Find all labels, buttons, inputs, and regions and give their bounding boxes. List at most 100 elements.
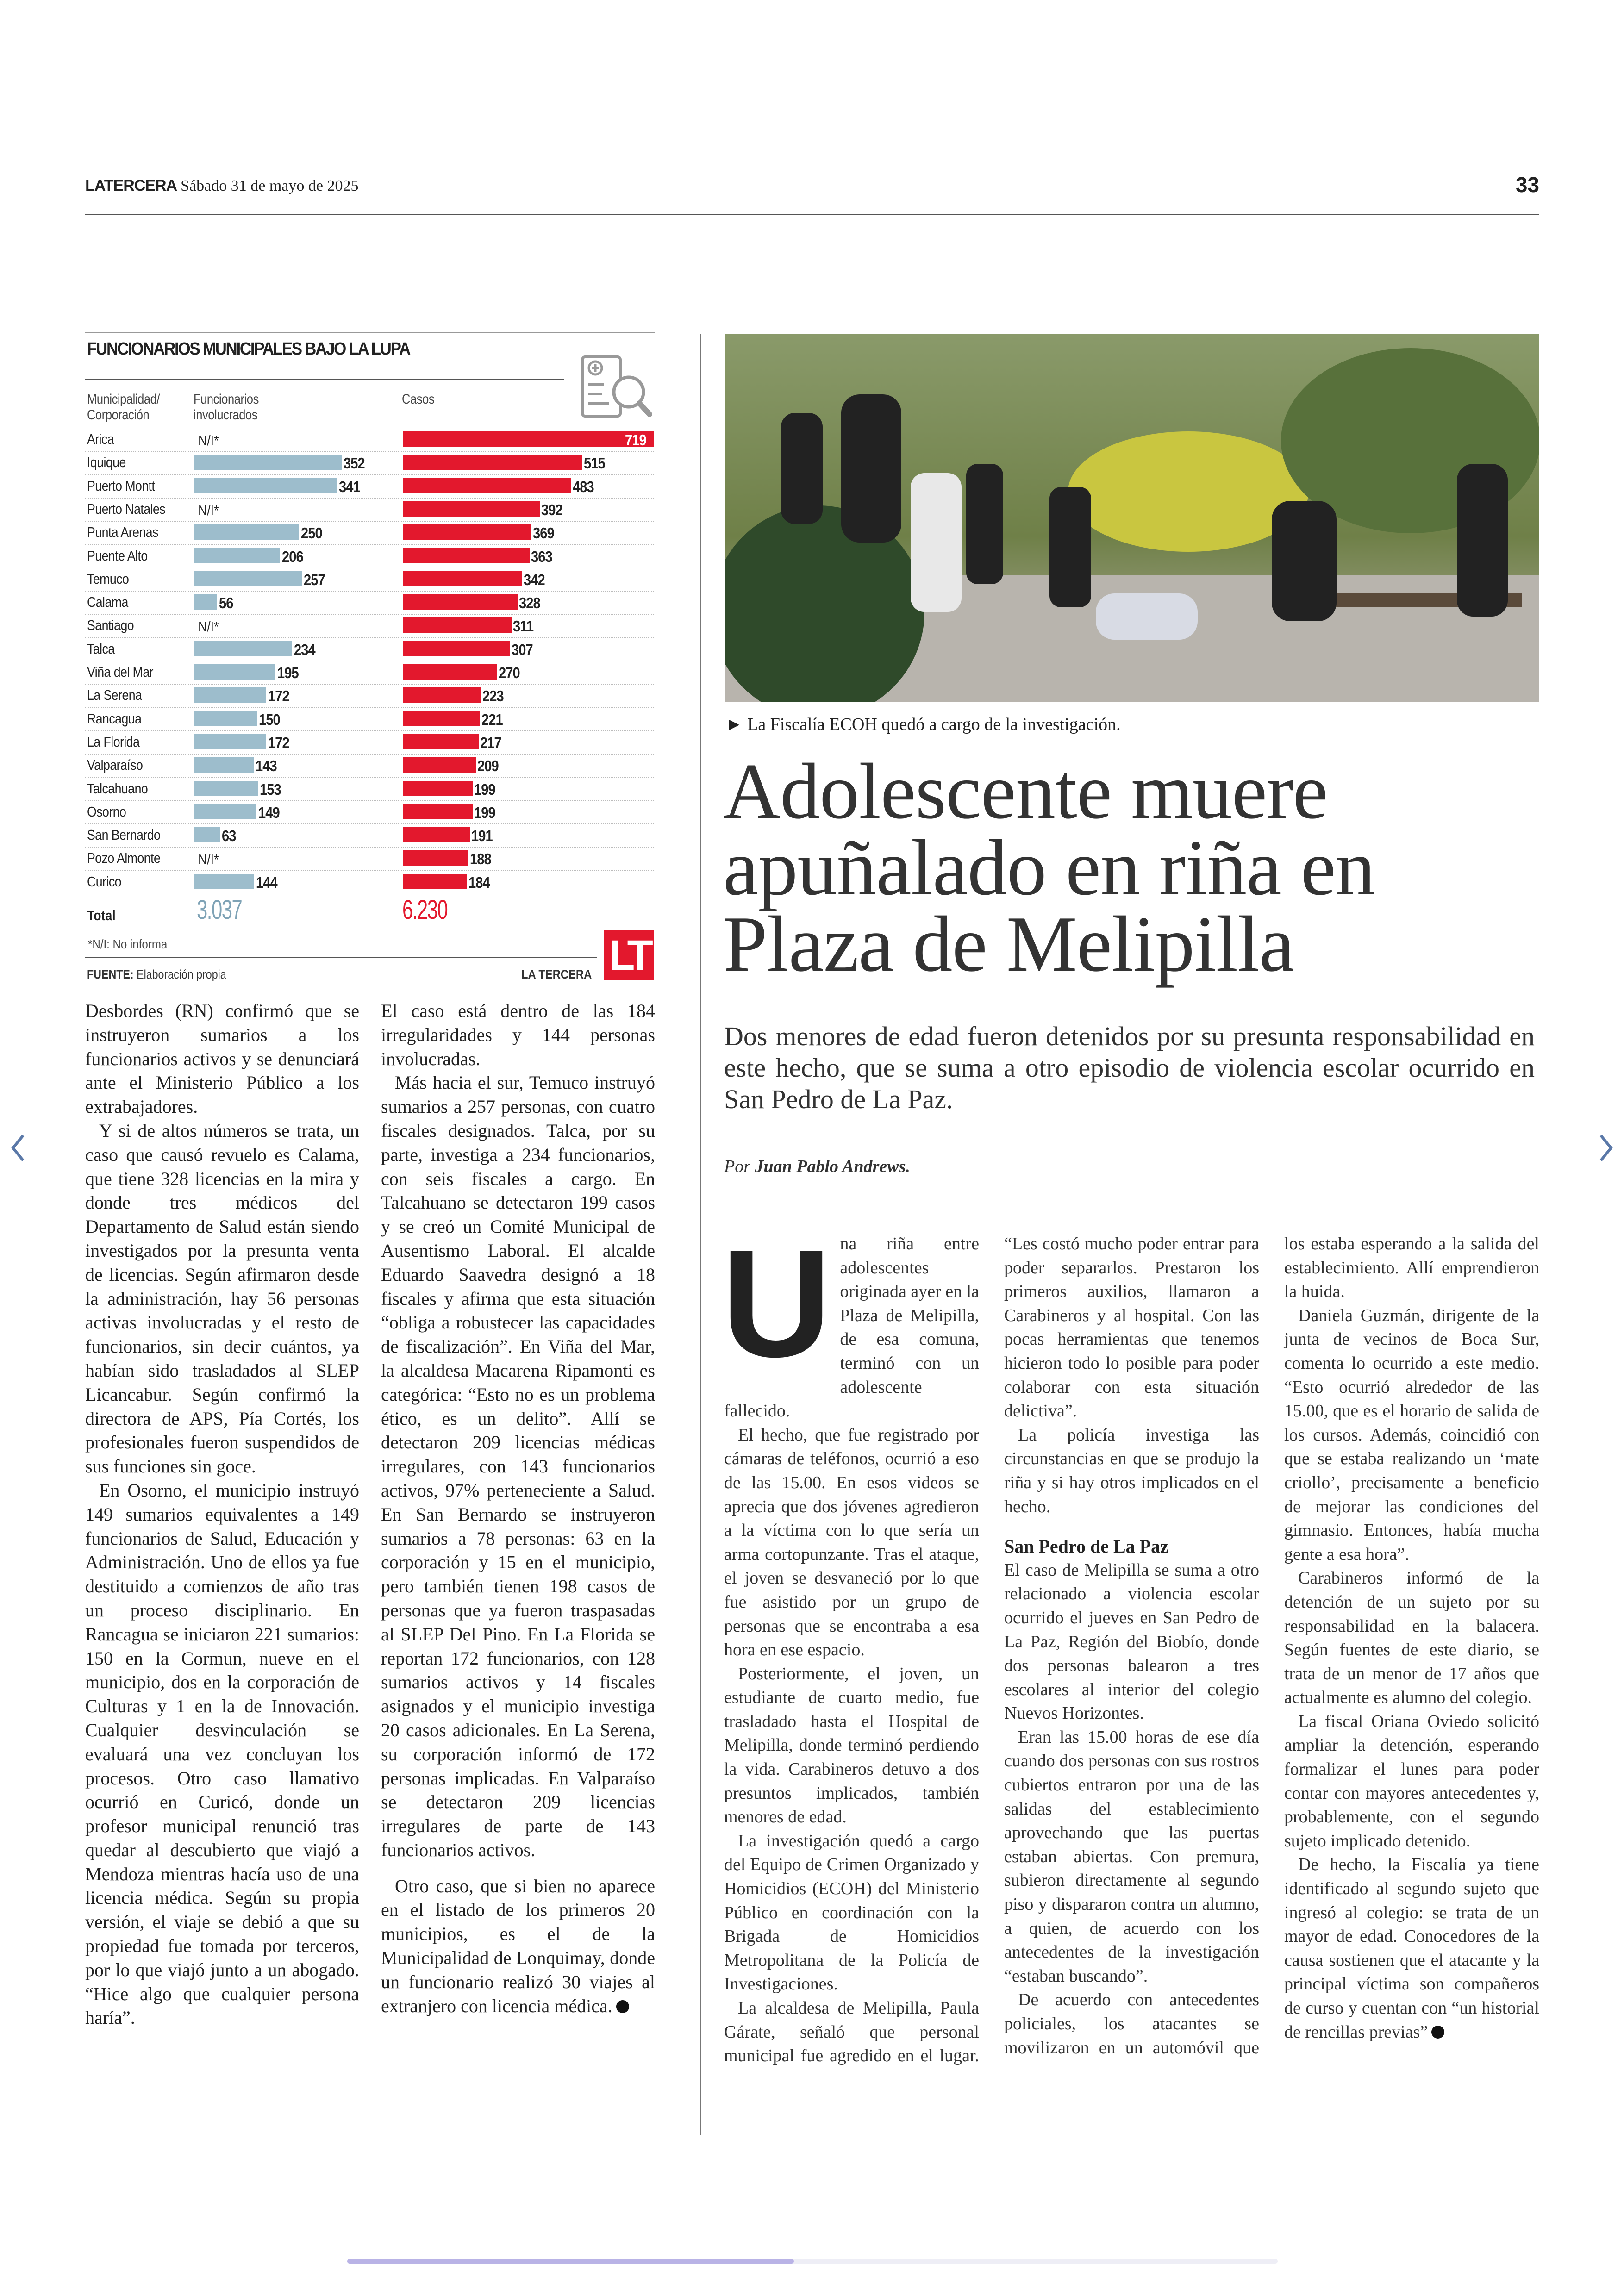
- casos-bar: [403, 780, 473, 796]
- funcionarios-bar: [194, 455, 342, 470]
- header-municipalidad: Municipalidad/Corporación: [87, 392, 160, 423]
- paragraph: El hecho, que fue registrado por cámaras…: [724, 1425, 979, 1660]
- casos-value: 221: [481, 711, 503, 728]
- news-photo: [725, 334, 1539, 702]
- paragraph: Y si de altos números se trata, un caso …: [85, 1120, 359, 1477]
- funcionarios-bar: [194, 548, 281, 563]
- casos-value: 369: [533, 524, 555, 542]
- casos-value: 311: [512, 617, 534, 635]
- funcionarios-value: 56: [219, 594, 233, 612]
- funcionarios-bar: [194, 780, 258, 796]
- chart-credit: LA TERCERA: [521, 967, 592, 981]
- paragraph: La alcaldesa de Melipilla, Paula Gárate,…: [724, 1234, 1259, 2066]
- paragraph: Desbordes (RN) confirmó que se instruyer…: [85, 1000, 359, 1117]
- casos-value: 199: [474, 804, 496, 821]
- paragraph: Más hacia el sur, Temuco instruyó sumari…: [381, 1072, 655, 1860]
- funcionarios-value: 206: [282, 548, 304, 565]
- row-label: Calama: [87, 594, 128, 611]
- row-separator: [85, 777, 654, 778]
- funcionarios-bar: [194, 827, 220, 843]
- byline: Por Juan Pablo Andrews.: [724, 1157, 910, 1176]
- row-label: Puerto Montt: [87, 477, 155, 494]
- headline: Adolescente muere apuñalado en riña en P…: [723, 748, 1375, 988]
- row-separator: [85, 590, 654, 592]
- funcionarios-value: 195: [277, 664, 299, 681]
- paragraph: El caso de Melipilla se suma a otro rela…: [1004, 1560, 1259, 1723]
- funcionarios-bar: [194, 873, 255, 889]
- funcionarios-value: 63: [222, 827, 236, 845]
- casos-value: 209: [477, 757, 499, 775]
- not-informed-label: N/I*: [198, 851, 219, 868]
- paragraph: Daniela Guzmán, dirigente de la junta de…: [1284, 1305, 1539, 1564]
- chevron-right-icon[interactable]: [1596, 1132, 1615, 1164]
- paragraph: La investigación quedó a cargo del Equip…: [724, 1831, 979, 1994]
- funcionarios-value: 352: [344, 455, 365, 472]
- funcionarios-value: 172: [268, 687, 290, 705]
- paragraph: Carabineros informó de la detención de u…: [1284, 1568, 1539, 1708]
- funcionarios-value: 150: [258, 711, 281, 728]
- funcionarios-value: 234: [294, 641, 316, 658]
- paragraph: La fiscal Oriana Oviedo solicitó ampliar…: [1284, 1711, 1539, 1851]
- row-separator: [85, 707, 654, 708]
- row-label: Talcahuano: [87, 780, 148, 797]
- row-separator: [85, 823, 654, 824]
- header-funcionarios: Funcionarios involucrados: [194, 392, 259, 423]
- casos-value: 191: [471, 827, 493, 845]
- page-number: 33: [1515, 173, 1539, 197]
- photo-scene: [725, 334, 1539, 702]
- row-label: Puente Alto: [87, 547, 148, 564]
- chevron-left-icon[interactable]: [9, 1132, 28, 1164]
- funcionarios-bar: [194, 757, 254, 773]
- row-label: La Serena: [87, 687, 142, 704]
- total-label: Total: [87, 907, 116, 923]
- casos-value: 184: [468, 873, 490, 891]
- row-separator: [85, 684, 654, 685]
- funcionarios-bar: [194, 478, 337, 493]
- funcionarios-bar: [194, 711, 257, 726]
- row-separator: [85, 544, 654, 545]
- funcionarios-bar: [194, 734, 266, 749]
- funcionarios-value: 143: [256, 757, 277, 775]
- funcionarios-bar: [194, 641, 292, 656]
- casos-value: 342: [524, 571, 545, 588]
- casos-value: 392: [541, 501, 563, 518]
- paragraph: Eran las 15.00 horas de ese día cuando d…: [1004, 1727, 1259, 1986]
- funcionarios-value: 172: [268, 734, 290, 751]
- header-rule: [85, 214, 1539, 215]
- casos-value: 328: [518, 594, 541, 612]
- casos-value: 483: [573, 478, 594, 495]
- casos-bar: [403, 548, 530, 563]
- subheading: San Pedro de La Paz: [1004, 1536, 1168, 1557]
- brand-name: LATERCERA: [85, 177, 177, 194]
- casos-bar: [403, 524, 532, 540]
- casos-value: 719: [625, 431, 647, 449]
- row-separator: [85, 497, 654, 499]
- row-label: Talca: [87, 640, 115, 657]
- horizontal-scrollbar[interactable]: [347, 2259, 1278, 2264]
- row-label: Punta Arenas: [87, 524, 158, 541]
- casos-value: 188: [470, 850, 492, 868]
- casos-bar: [403, 641, 510, 656]
- paragraph: La policía investiga las circunstancias …: [1004, 1425, 1259, 1516]
- casos-bar: [403, 827, 470, 843]
- funcionarios-bar: [194, 687, 266, 703]
- not-informed-label: N/I*: [198, 502, 219, 518]
- casos-bar: [403, 594, 518, 610]
- row-separator: [85, 870, 654, 871]
- funcionarios-value: 153: [260, 780, 281, 798]
- not-informed-label: N/I*: [198, 618, 219, 635]
- row-separator: [85, 753, 654, 755]
- not-informed-label: N/I*: [198, 432, 219, 449]
- chart-footnote: *N/I: No informa: [88, 937, 168, 951]
- casos-bar: [403, 873, 468, 889]
- scrollbar-thumb[interactable]: [347, 2259, 794, 2264]
- funcionarios-bar: [194, 594, 217, 610]
- casos-bar: [403, 850, 469, 866]
- funcionarios-value: 250: [300, 524, 323, 542]
- row-label: San Bernardo: [87, 827, 161, 843]
- casos-value: 223: [482, 687, 504, 705]
- row-label: Osorno: [87, 803, 126, 820]
- masthead: LATERCERA Sábado 31 de mayo de 2025: [85, 177, 358, 195]
